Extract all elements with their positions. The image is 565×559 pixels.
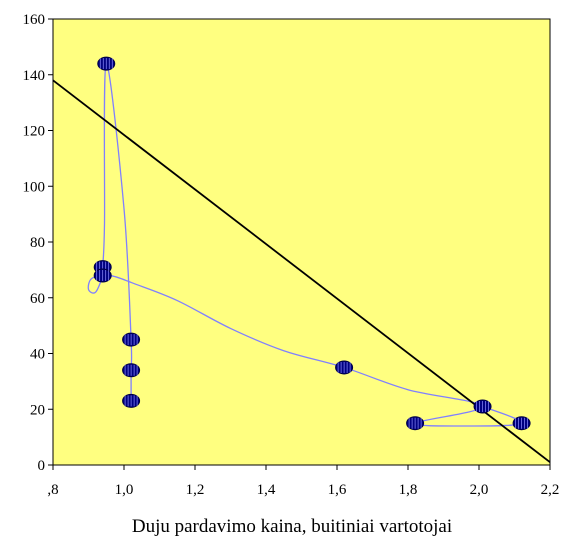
y-tick-label: 60: [30, 291, 45, 307]
trend-line: [52, 79, 551, 463]
x-tick-label: ,8: [47, 482, 58, 498]
y-tick-label: 40: [30, 347, 45, 363]
y-tick-label: 0: [38, 458, 46, 474]
plot-area: [52, 18, 551, 466]
data-point: [122, 332, 141, 347]
data-point: [406, 416, 425, 431]
x-tick-label: 2,0: [470, 482, 489, 498]
y-tick-label: 80: [30, 235, 45, 251]
data-point: [335, 360, 354, 375]
data-points: [93, 56, 531, 431]
x-tick-label: 1,8: [399, 482, 418, 498]
y-tick-label: 160: [23, 12, 46, 28]
x-tick-label: 1,0: [115, 482, 134, 498]
x-tick-label: 1,6: [328, 482, 347, 498]
y-tick-label: 140: [23, 68, 46, 84]
axes: 0 20 40 60 80 100 120 140 160 ,8 1,0 1,2 1,4 1,6 1,8 2,…: [23, 12, 560, 498]
data-point: [97, 56, 116, 71]
y-tick-label: 20: [30, 402, 45, 418]
x-axis-label: Duju pardavimo kaina, buitiniai vartotoj…: [132, 516, 452, 537]
data-point: [93, 268, 112, 283]
data-point: [122, 393, 141, 408]
y-tick-label: 120: [23, 124, 46, 140]
data-point: [473, 399, 492, 414]
data-point: [122, 363, 141, 378]
trend-line-segment: [52, 79, 551, 463]
data-point: [512, 416, 531, 431]
x-tick-label: 1,2: [186, 482, 205, 498]
x-tick-label: 2,2: [541, 482, 560, 498]
y-tick-label: 100: [23, 179, 46, 195]
x-tick-label: 1,4: [257, 482, 276, 498]
